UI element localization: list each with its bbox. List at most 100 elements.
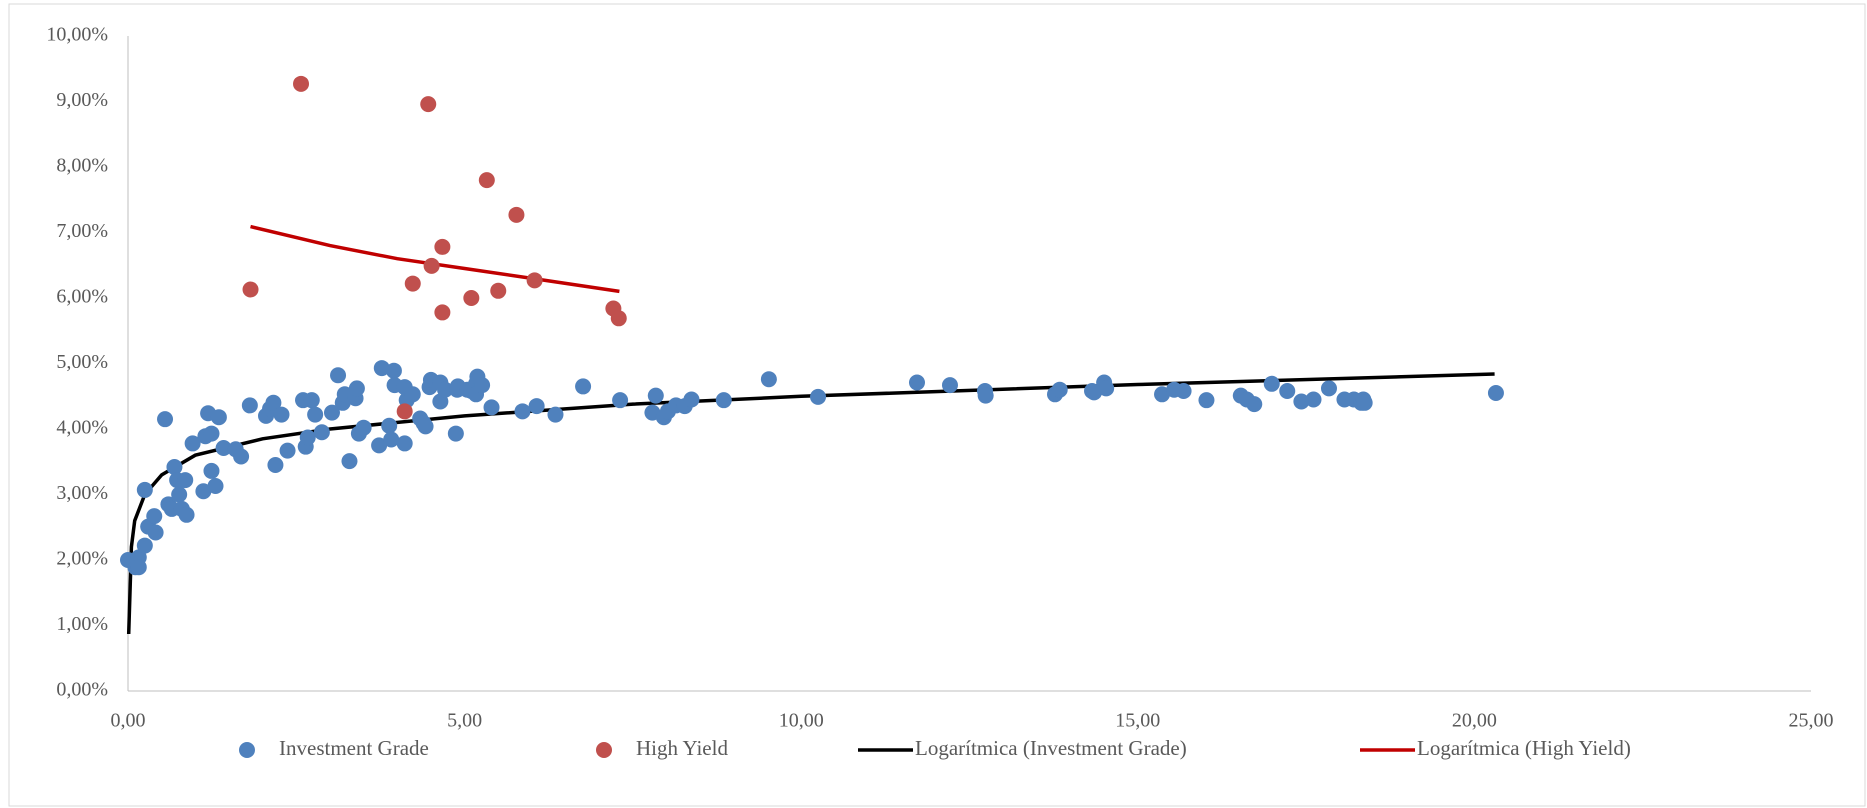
point bbox=[383, 431, 400, 448]
trend-line bbox=[126, 372, 1495, 635]
point bbox=[1098, 380, 1115, 397]
point bbox=[210, 409, 227, 426]
point bbox=[307, 406, 324, 423]
point bbox=[483, 399, 500, 416]
point bbox=[330, 367, 347, 384]
point bbox=[1293, 393, 1310, 410]
x-tick-label: 0,00 bbox=[111, 710, 146, 732]
point bbox=[478, 172, 495, 189]
legend-marker bbox=[596, 742, 612, 758]
point bbox=[437, 381, 454, 398]
y-tick-label: 3,00% bbox=[56, 482, 108, 504]
point bbox=[157, 411, 174, 428]
point bbox=[908, 374, 925, 391]
point bbox=[184, 435, 201, 452]
point bbox=[1305, 391, 1322, 408]
point bbox=[647, 387, 664, 404]
point bbox=[423, 257, 440, 274]
point bbox=[203, 462, 220, 479]
point bbox=[178, 506, 195, 523]
point bbox=[463, 290, 480, 306]
point bbox=[242, 281, 259, 298]
point bbox=[279, 442, 296, 459]
point bbox=[146, 508, 163, 525]
point bbox=[1279, 383, 1296, 400]
y-tick-label: 9,00% bbox=[56, 89, 108, 111]
y-tick-label: 0,00% bbox=[56, 679, 108, 701]
point bbox=[1320, 380, 1337, 397]
point bbox=[404, 275, 421, 292]
point bbox=[528, 398, 545, 415]
point bbox=[447, 425, 464, 442]
point bbox=[195, 483, 212, 500]
point bbox=[341, 453, 358, 470]
point bbox=[1356, 394, 1373, 411]
point bbox=[1263, 375, 1280, 392]
point bbox=[417, 418, 434, 435]
y-tick-label: 2,00% bbox=[56, 548, 108, 570]
point bbox=[323, 404, 340, 421]
point bbox=[434, 304, 451, 321]
point bbox=[547, 406, 564, 423]
point bbox=[130, 559, 147, 576]
point bbox=[514, 403, 531, 420]
y-tick-label: 6,00% bbox=[56, 286, 108, 308]
point bbox=[715, 392, 732, 409]
point bbox=[1198, 392, 1215, 409]
point bbox=[760, 371, 777, 388]
point bbox=[147, 524, 164, 541]
point bbox=[373, 360, 390, 377]
point bbox=[203, 425, 220, 442]
point bbox=[233, 448, 250, 465]
point bbox=[396, 403, 413, 420]
point bbox=[526, 272, 543, 289]
point bbox=[1086, 384, 1103, 401]
point bbox=[683, 391, 700, 408]
point bbox=[267, 457, 284, 474]
y-tick-label: 4,00% bbox=[56, 417, 108, 439]
point bbox=[207, 477, 224, 494]
point bbox=[177, 472, 194, 489]
point bbox=[490, 282, 507, 299]
y-tick-label: 1,00% bbox=[56, 613, 108, 635]
point bbox=[303, 392, 320, 409]
point bbox=[434, 238, 451, 255]
point bbox=[136, 537, 153, 554]
point bbox=[166, 458, 183, 475]
chart-border bbox=[8, 3, 1866, 807]
point bbox=[610, 310, 627, 327]
x-tick-label: 10,00 bbox=[779, 710, 824, 732]
legend-marker bbox=[239, 742, 255, 758]
point bbox=[371, 437, 388, 454]
point bbox=[1051, 381, 1068, 398]
point bbox=[1487, 384, 1504, 401]
point bbox=[355, 419, 372, 436]
y-tick-label: 10,00% bbox=[46, 24, 108, 46]
point bbox=[171, 486, 188, 503]
point bbox=[404, 386, 421, 403]
x-tick-label: 25,00 bbox=[1789, 710, 1834, 732]
point bbox=[381, 417, 398, 434]
point bbox=[293, 75, 310, 92]
x-tick-label: 20,00 bbox=[1452, 710, 1497, 732]
point bbox=[241, 397, 258, 414]
point bbox=[474, 377, 491, 394]
y-tick-label: 5,00% bbox=[56, 351, 108, 373]
point bbox=[385, 362, 402, 379]
point bbox=[348, 380, 365, 397]
point bbox=[396, 435, 413, 452]
point bbox=[299, 429, 316, 446]
point bbox=[273, 406, 290, 423]
point bbox=[977, 387, 994, 404]
point bbox=[1175, 383, 1192, 400]
legend-label: High Yield bbox=[636, 736, 728, 760]
legend-label: Logarítmica (High Yield) bbox=[1417, 736, 1631, 760]
point bbox=[941, 377, 958, 394]
point bbox=[810, 388, 827, 405]
legend-label: Investment Grade bbox=[279, 736, 429, 760]
point bbox=[420, 96, 437, 113]
point bbox=[265, 394, 282, 411]
x-tick-label: 5,00 bbox=[447, 710, 482, 732]
